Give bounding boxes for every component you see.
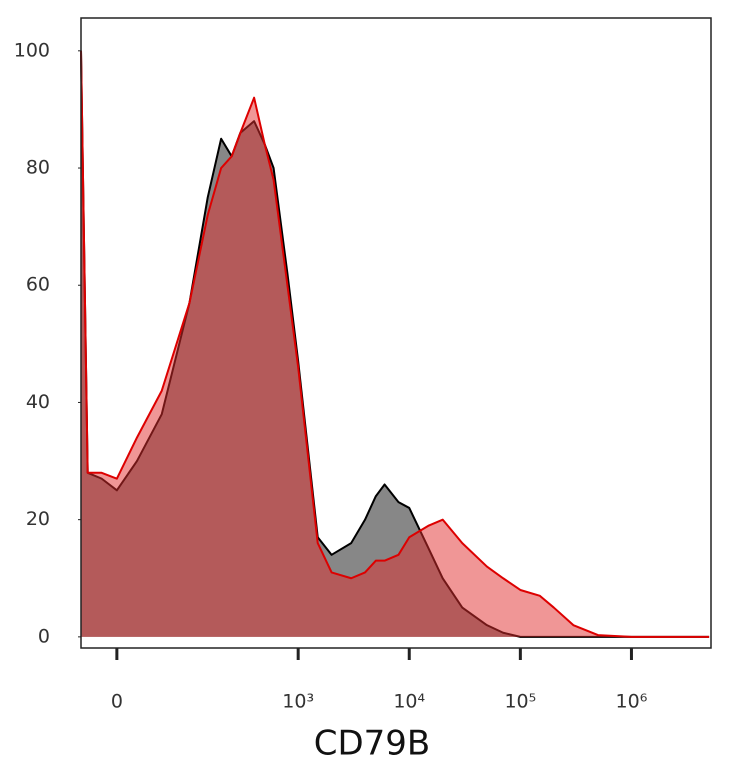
y-tick-label: 80 — [26, 157, 50, 179]
y-tick-label: 40 — [26, 391, 50, 413]
plot-frame — [80, 17, 712, 649]
y-tick-label: 20 — [26, 508, 50, 530]
x-tick-label: 0 — [111, 691, 123, 713]
x-tick-label: 10⁶ — [616, 691, 648, 713]
y-tick-label: 0 — [38, 625, 50, 647]
y-tick-label: 100 — [14, 39, 50, 61]
area-fill — [81, 50, 710, 637]
y-tick-label: 60 — [26, 274, 50, 296]
area-line — [80, 50, 710, 638]
x-tick-label: 10⁴ — [393, 691, 425, 713]
x-tick-label: 10⁵ — [504, 691, 536, 713]
x-tick-label: 10³ — [282, 691, 314, 713]
x-axis-title: CD79B — [314, 724, 431, 764]
